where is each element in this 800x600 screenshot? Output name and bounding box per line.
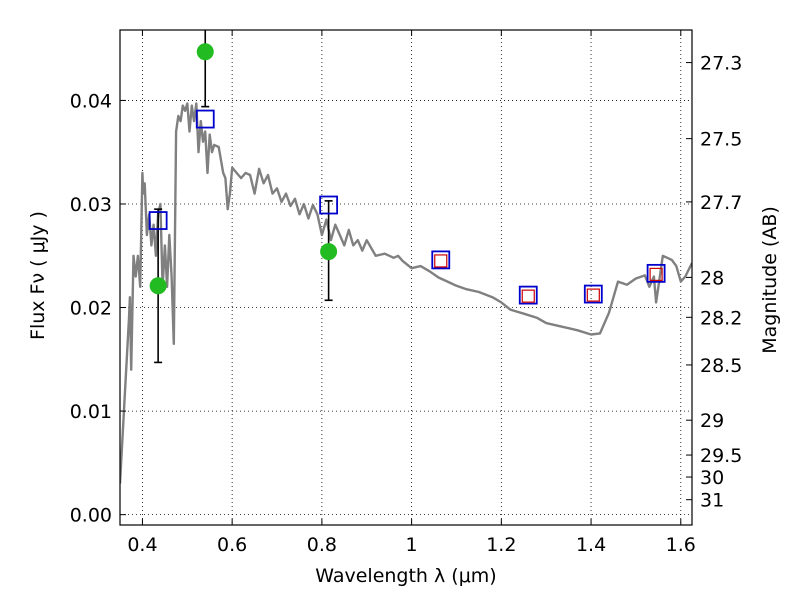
x-tick-label: 0.6 xyxy=(217,534,247,556)
model-photometry-square xyxy=(195,109,215,129)
y-right-tick-label: 28.2 xyxy=(700,307,742,329)
x-tick-label: 1.2 xyxy=(486,534,516,556)
y-right-tick-label: 28.5 xyxy=(700,355,742,377)
y-right-tick-label: 29 xyxy=(700,410,724,432)
model-photometry-square xyxy=(583,284,603,304)
y-right-tick-label: 28 xyxy=(700,267,724,289)
model-photometry-square xyxy=(148,211,168,230)
model-spectrum-line xyxy=(120,102,692,484)
tick-labels: 0.4 0.6 0.8 1 1.2 1.4 1.6 0.00 0.01 0.02 0.03 0.04 2… xyxy=(70,53,743,556)
observed-point xyxy=(320,243,338,261)
y-tick-label: 0.02 xyxy=(70,298,112,320)
y-tick-label: 0.04 xyxy=(70,90,112,112)
y-tick-label: 0.01 xyxy=(70,401,112,423)
y-axis-label: Flux Fν ( μJy ) xyxy=(27,211,49,340)
model-photometry-inner-square xyxy=(649,267,663,281)
grid-lines xyxy=(120,30,692,525)
y-right-tick-label: 30 xyxy=(700,467,724,489)
tick-marks xyxy=(120,30,692,525)
model-photometry-inner-square xyxy=(586,288,600,302)
observed-point xyxy=(196,43,214,61)
y-right-tick-label: 27.3 xyxy=(700,53,742,75)
x-tick-label: 0.4 xyxy=(127,534,157,556)
x-tick-label: 1 xyxy=(406,534,418,556)
y-right-tick-label: 29.5 xyxy=(700,445,742,467)
y-tick-label: 0.03 xyxy=(70,194,112,216)
model-photometry-inner-square xyxy=(521,289,535,303)
x-tick-label: 1.4 xyxy=(576,534,606,556)
model-photometry-square xyxy=(319,195,339,215)
observed-point xyxy=(149,277,167,295)
y-axis-right-label: Magnitude (AB) xyxy=(759,206,781,354)
plot-area xyxy=(120,30,692,484)
x-tick-label: 0.8 xyxy=(307,534,337,556)
x-tick-label: 1.6 xyxy=(666,534,696,556)
model-photometry-square xyxy=(431,250,451,270)
x-axis-label: Wavelength λ (μm) xyxy=(315,565,496,587)
y-right-tick-label: 27.5 xyxy=(700,129,742,151)
y-tick-label: 0.00 xyxy=(70,505,112,527)
y-right-tick-label: 31 xyxy=(700,490,724,512)
model-photometry-square xyxy=(518,285,538,305)
model-photometry-inner-square xyxy=(434,254,448,268)
model-photometry-square xyxy=(646,263,666,283)
y-right-tick-label: 27.7 xyxy=(700,192,742,214)
